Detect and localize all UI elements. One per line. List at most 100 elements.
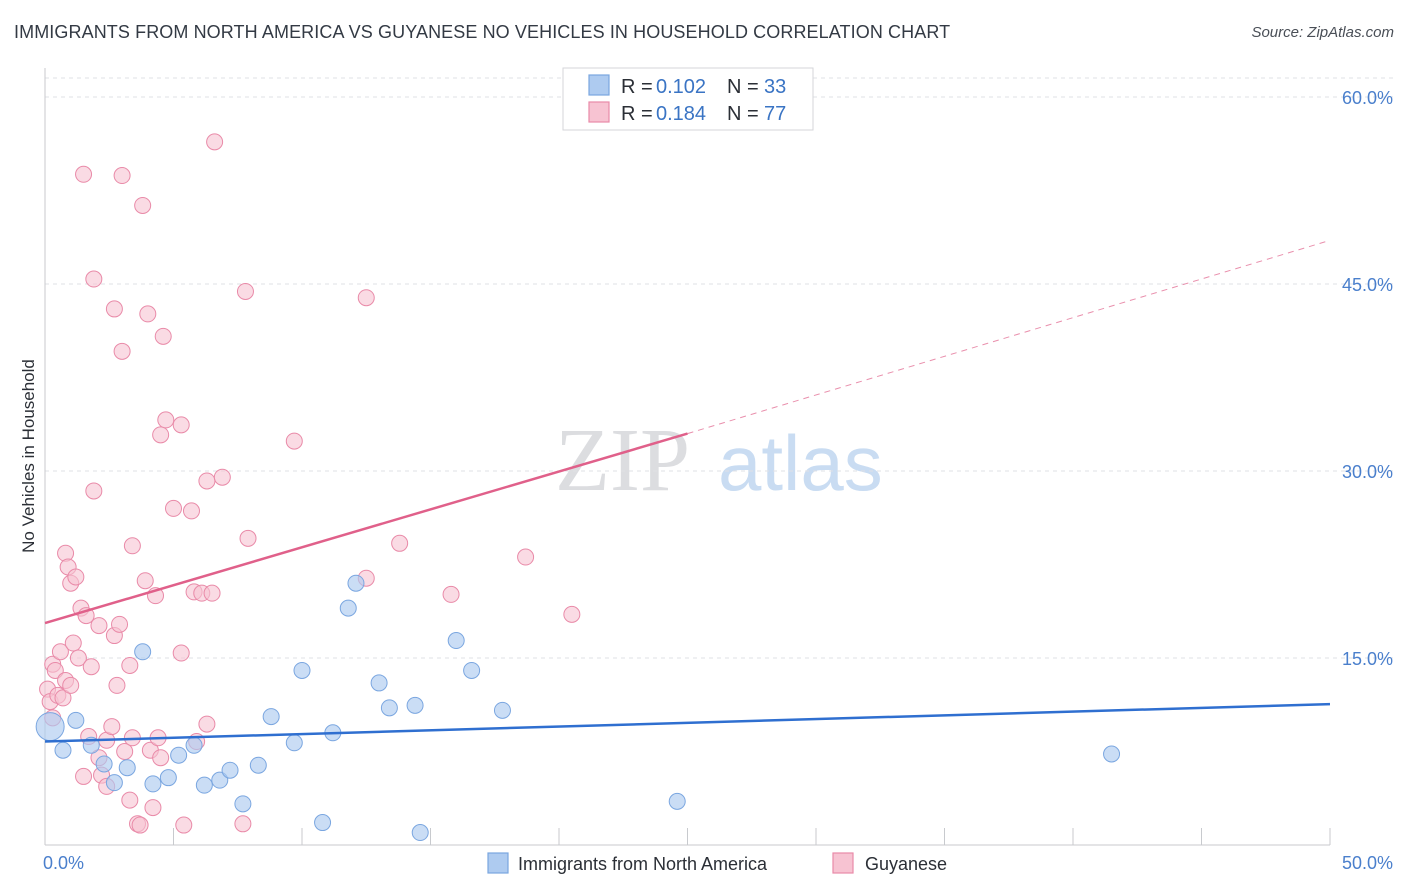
chart-title: IMMIGRANTS FROM NORTH AMERICA VS GUYANES…	[14, 22, 951, 42]
source-credit: Source: ZipAtlas.com	[1251, 24, 1394, 41]
north-america-point-4	[95, 755, 113, 773]
north-america-point-18	[285, 734, 303, 752]
guyanese-point-35	[116, 743, 134, 760]
guyanese-point-23	[90, 617, 108, 635]
north-america-point-28	[447, 632, 465, 650]
guyanese-point-73	[442, 585, 460, 603]
guyanese-point-49	[152, 749, 170, 767]
guyanese-point-36	[121, 791, 139, 809]
guyanese-point-21	[85, 270, 103, 288]
guyanese-point-20	[82, 658, 100, 676]
guyanese-point-22	[85, 482, 103, 500]
guyanese-point-32	[111, 615, 129, 633]
north-america-point-32	[1103, 745, 1121, 763]
guyanese-point-8	[57, 544, 75, 562]
guyanese-point-41	[131, 816, 149, 834]
north-america-point-23	[347, 574, 365, 592]
guyanese-point-28	[103, 718, 121, 736]
guyanese-trend-line	[44, 432, 688, 625]
guyanese-point-74	[517, 548, 535, 566]
legend-swatch-pink	[588, 101, 610, 123]
guyanese-point-51	[154, 327, 172, 345]
north-america-point-26	[406, 696, 424, 714]
guyanese-point-42	[134, 196, 152, 214]
legend-n-label-pink: N =	[727, 103, 759, 125]
north-america-point-29	[463, 661, 481, 679]
north-america-point-1	[54, 741, 72, 759]
north-america-point-14	[221, 761, 239, 779]
tick-labels: 15.0% 30.0% 45.0% 60.0% 0.0% 50.0%	[43, 88, 1393, 873]
gridlines	[45, 77, 1395, 659]
north-america-point-10	[170, 746, 188, 764]
north-america-point-17	[262, 708, 280, 726]
legend-n-value-pink: 77	[764, 103, 786, 125]
north-america-point-16	[249, 756, 267, 774]
guyanese-point-50	[152, 426, 170, 444]
guyanese-point-75	[563, 605, 581, 623]
north-america-point-31	[668, 792, 686, 810]
guyanese-point-43	[136, 572, 154, 590]
north-america-points	[35, 574, 1121, 842]
legend-n-value-blue: 33	[764, 76, 786, 98]
y-tick-label-45: 45.0%	[1342, 275, 1393, 295]
north-america-point-0	[35, 712, 65, 742]
guyanese-point-69	[285, 432, 303, 450]
bottom-legend-swatch-blue	[487, 852, 509, 874]
guyanese-point-30	[105, 300, 123, 318]
y-axis-label: No Vehicles in Household	[19, 359, 38, 553]
guyanese-point-6	[54, 689, 72, 707]
guyanese-point-52	[157, 411, 175, 429]
legend-r-value-blue: 0.102	[656, 76, 706, 98]
guyanese-point-55	[172, 644, 190, 662]
guyanese-point-34	[113, 167, 131, 185]
north-america-point-19	[293, 661, 311, 679]
north-america-point-8	[144, 775, 162, 793]
guyanese-point-5	[51, 643, 69, 661]
guyanese-point-46	[144, 799, 162, 817]
north-america-point-9	[159, 769, 177, 787]
north-america-point-27	[411, 824, 429, 842]
north-america-point-11	[185, 736, 203, 754]
guyanese-point-37	[121, 656, 139, 674]
bottom-legend: Immigrants from North America Guyanese	[487, 852, 947, 874]
axes	[44, 68, 1331, 846]
legend-r-label-blue: R =	[621, 76, 653, 98]
north-america-point-12	[195, 776, 213, 794]
guyanese-point-67	[236, 282, 254, 300]
y-tick-label-30: 30.0%	[1342, 462, 1393, 482]
north-america-point-22	[339, 599, 357, 617]
guyanese-point-53	[165, 499, 182, 517]
guyanese-point-65	[213, 468, 231, 486]
guyanese-point-16	[75, 165, 93, 183]
bottom-legend-swatch-pink	[832, 852, 854, 874]
north-america-point-20	[314, 814, 332, 832]
x-tick-label-50: 50.0%	[1342, 853, 1393, 873]
guyanese-point-56	[175, 816, 193, 834]
y-tick-label-15: 15.0%	[1342, 649, 1393, 669]
top-legend: R = 0.102 N = 33 R = 0.184 N = 77	[562, 67, 814, 131]
watermark-zip: ZIP	[555, 411, 690, 510]
guyanese-point-12	[64, 634, 82, 652]
x-tick-label-0: 0.0%	[43, 853, 84, 873]
north-america-point-6	[118, 759, 136, 777]
guyanese-point-31	[108, 676, 126, 694]
guyanese-point-14	[69, 649, 87, 667]
north-america-point-24	[370, 674, 388, 692]
guyanese-point-64	[206, 133, 224, 151]
guyanese-point-54	[172, 416, 190, 434]
guyanese-point-66	[234, 815, 252, 833]
guyanese-trend-extension	[687, 239, 1331, 435]
watermark-atlas: atlas	[718, 419, 883, 507]
guyanese-point-63	[203, 584, 221, 602]
guyanese-point-39	[123, 537, 141, 555]
guyanese-point-61	[198, 715, 216, 733]
north-america-point-2	[67, 711, 85, 729]
north-america-trend-line	[44, 702, 1331, 743]
guyanese-point-62	[198, 472, 216, 490]
legend-r-label-pink: R =	[621, 103, 653, 125]
guyanese-point-44	[139, 305, 157, 323]
trend-lines	[44, 239, 1331, 743]
guyanese-point-72	[391, 534, 409, 552]
guyanese-point-57	[182, 502, 200, 520]
